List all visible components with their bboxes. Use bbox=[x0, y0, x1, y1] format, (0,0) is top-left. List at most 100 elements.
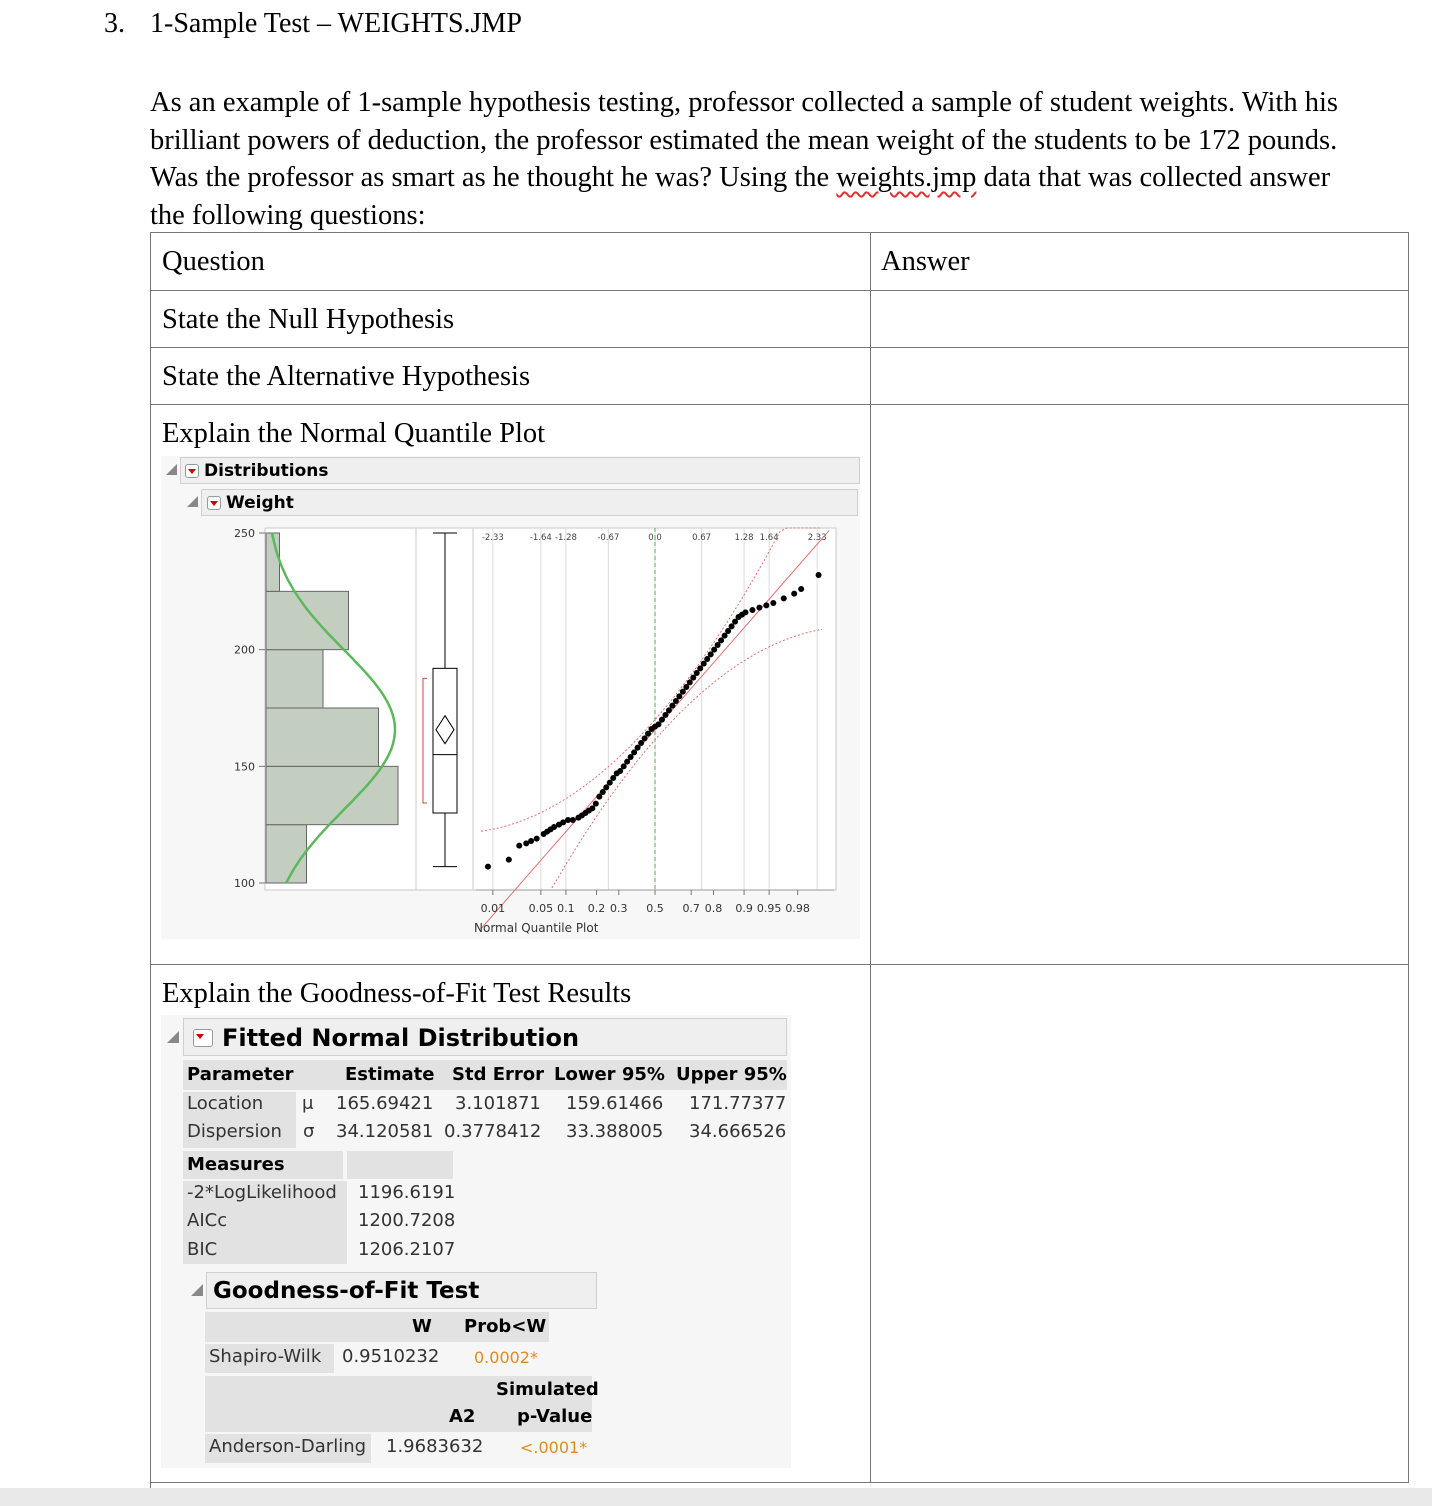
quantile-point bbox=[617, 768, 624, 774]
quantile-point bbox=[756, 604, 763, 611]
histogram-bar bbox=[265, 824, 307, 884]
quantile-point bbox=[589, 805, 596, 812]
location-upper: 171.77377 bbox=[689, 1093, 787, 1114]
quantile-point bbox=[523, 840, 530, 847]
ad-col-a2: A2 bbox=[449, 1406, 476, 1427]
quantile-point bbox=[700, 660, 707, 667]
p-tick-label: 0.95 bbox=[757, 902, 782, 915]
question-null-hypothesis: State the Null Hypothesis bbox=[162, 304, 455, 335]
sw-header-row bbox=[205, 1312, 549, 1342]
p-tick-label: 0.8 bbox=[705, 902, 723, 915]
quantile-point bbox=[606, 779, 613, 786]
mean-diamond bbox=[435, 714, 455, 745]
table-divider bbox=[150, 404, 1409, 405]
p-tick-label: 0.9 bbox=[735, 902, 753, 915]
location-label: Location bbox=[187, 1093, 264, 1114]
sw-col-prob: Prob<W bbox=[464, 1316, 547, 1337]
table-border-left bbox=[150, 232, 151, 1488]
y-tick-label: 150 bbox=[234, 760, 255, 773]
quantile-point bbox=[791, 590, 798, 597]
quantile-point bbox=[686, 679, 693, 686]
quantile-point bbox=[669, 702, 676, 709]
col-std-error: Std Error bbox=[452, 1064, 545, 1085]
quantile-point bbox=[655, 721, 662, 728]
y-tick-label: 200 bbox=[234, 644, 255, 657]
shapiro-wilk-w: 0.9510232 bbox=[342, 1346, 440, 1367]
shortest-half-bracket bbox=[422, 677, 427, 804]
histogram-bar bbox=[265, 765, 399, 826]
table-column-divider bbox=[870, 232, 871, 1483]
disclosure-triangle-icon[interactable] bbox=[166, 464, 177, 475]
red-triangle-menu-icon[interactable] bbox=[207, 496, 221, 510]
quantile-point bbox=[728, 623, 735, 630]
quantile-plot-label: Normal Quantile Plot bbox=[474, 921, 599, 935]
section-heading: 3. 1-Sample Test – WEIGHTS.JMP bbox=[104, 8, 522, 40]
header-answer: Answer bbox=[881, 246, 970, 277]
p-tick-label: 0.7 bbox=[682, 902, 700, 915]
gof-header[interactable]: Goodness-of-Fit Test bbox=[206, 1272, 597, 1309]
quantile-point bbox=[704, 656, 711, 662]
measures-title: Measures bbox=[187, 1154, 285, 1175]
quantile-point bbox=[533, 835, 540, 842]
anderson-darling-p: <.0001* bbox=[520, 1438, 588, 1457]
aicc-label: AICc bbox=[187, 1210, 228, 1231]
section-number: 3. bbox=[104, 8, 125, 39]
quantile-point bbox=[560, 819, 567, 826]
p-tick-label: 0.3 bbox=[610, 902, 628, 915]
sw-col-w: W bbox=[412, 1316, 432, 1337]
anderson-darling-label: Anderson-Darling bbox=[209, 1436, 367, 1457]
fitted-normal-header[interactable]: Fitted Normal Distribution bbox=[183, 1018, 787, 1056]
table-border-right bbox=[1408, 232, 1409, 1483]
z-tick-label: 1.64 bbox=[760, 533, 779, 543]
quantile-point bbox=[732, 618, 739, 625]
question-alternative-hypothesis: State the Alternative Hypothesis bbox=[162, 361, 531, 392]
bic-value: 1206.2107 bbox=[358, 1239, 456, 1260]
quantile-point bbox=[505, 856, 512, 863]
disclosure-triangle-icon[interactable] bbox=[187, 496, 198, 507]
quantile-point bbox=[683, 684, 690, 690]
quantile-point bbox=[627, 754, 634, 760]
quantile-point bbox=[676, 693, 683, 700]
p-tick-label: 0.5 bbox=[646, 902, 664, 915]
z-tick-label: -0.67 bbox=[597, 533, 619, 543]
dispersion-estimate: 34.120581 bbox=[336, 1121, 434, 1142]
quantile-point bbox=[679, 688, 686, 695]
quantile-point bbox=[645, 730, 652, 737]
quantile-point bbox=[596, 793, 603, 800]
question-goodness-of-fit: Explain the Goodness-of-Fit Test Results bbox=[162, 978, 632, 1009]
quantile-point bbox=[714, 642, 721, 648]
intro-line-3-start: Was the professor as smart as he thought… bbox=[150, 162, 837, 193]
weights-jmp-reference: weights.jmp bbox=[836, 162, 977, 193]
weight-title: Weight bbox=[226, 493, 294, 513]
disclosure-triangle-icon[interactable] bbox=[191, 1284, 203, 1296]
y-tick-label: 100 bbox=[234, 877, 255, 890]
ad-col-sim-1: Simulated bbox=[496, 1379, 599, 1400]
distributions-header[interactable]: Distributions bbox=[180, 457, 860, 484]
location-estimate: 165.69421 bbox=[336, 1093, 434, 1114]
quantile-point bbox=[770, 600, 777, 606]
p-tick-label: 0.05 bbox=[529, 902, 554, 915]
disclosure-triangle-icon[interactable] bbox=[167, 1031, 179, 1043]
fit-reference-line bbox=[480, 530, 830, 930]
col-estimate: Estimate bbox=[345, 1064, 435, 1085]
dispersion-lower: 33.388005 bbox=[566, 1121, 664, 1142]
parameter-header-row bbox=[183, 1060, 787, 1090]
quantile-point bbox=[620, 763, 627, 770]
intro-line-3: Was the professor as smart as he thought… bbox=[150, 159, 1410, 197]
quantile-point bbox=[631, 749, 638, 756]
col-lower-95: Lower 95% bbox=[554, 1064, 665, 1085]
quantile-point bbox=[603, 784, 610, 791]
red-triangle-menu-icon[interactable] bbox=[193, 1029, 213, 1047]
red-triangle-menu-icon[interactable] bbox=[185, 464, 199, 478]
p-tick-label: 0.1 bbox=[557, 902, 575, 915]
intro-line-4: the following questions: bbox=[150, 199, 426, 231]
weight-header[interactable]: Weight bbox=[201, 489, 858, 516]
quantile-point bbox=[569, 817, 576, 823]
page-bottom-bar bbox=[0, 1488, 1432, 1506]
quantile-point bbox=[599, 789, 606, 795]
box bbox=[432, 667, 458, 814]
header-question: Question bbox=[162, 246, 265, 277]
quantile-point bbox=[780, 595, 787, 602]
sigma-symbol: σ bbox=[303, 1121, 315, 1142]
